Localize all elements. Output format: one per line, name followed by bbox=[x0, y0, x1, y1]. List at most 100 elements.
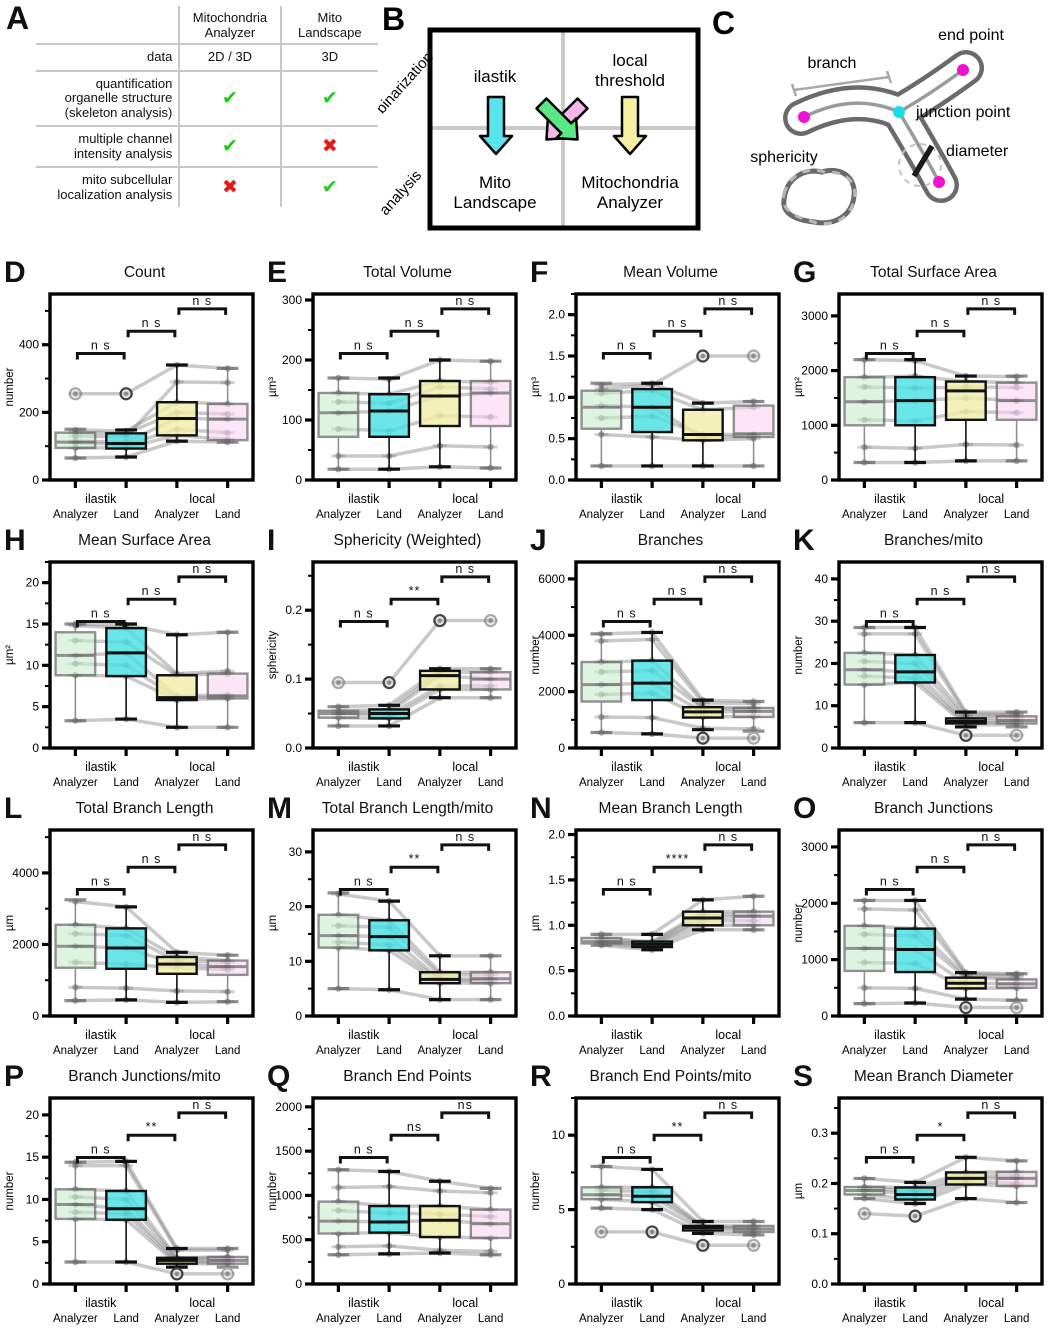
table-row-data: data 2D / 3D 3D bbox=[36, 44, 378, 72]
svg-text:**: ** bbox=[409, 584, 421, 598]
arrow-ilastik-to-analyzer bbox=[535, 97, 579, 141]
svg-text:ilastik: ilastik bbox=[874, 1296, 906, 1310]
row-label: mito subcellular localization analysis bbox=[57, 172, 173, 202]
svg-text:n s: n s bbox=[931, 852, 951, 866]
svg-text:number: number bbox=[4, 1171, 16, 1210]
table-row-channel-intensity: multiple channel intensity analysis ✔ ✖ bbox=[36, 126, 378, 169]
label-junction-point: junction point bbox=[915, 104, 1011, 121]
chart-title: Branch End Points/mito bbox=[589, 1068, 752, 1085]
panel-header: O Branch Junctions bbox=[789, 794, 1052, 824]
svg-text:5: 5 bbox=[32, 700, 39, 714]
svg-text:Land: Land bbox=[113, 509, 139, 521]
svg-text:30: 30 bbox=[815, 614, 829, 628]
panel-h-boxplot: H Mean Surface Area n s n s n s 0 5 10 15 20 ilast… bbox=[0, 526, 263, 794]
svg-text:n s: n s bbox=[981, 1098, 1001, 1112]
svg-text:n s: n s bbox=[718, 830, 738, 844]
panel-letter: E bbox=[267, 256, 288, 289]
svg-text:local: local bbox=[978, 1296, 1004, 1310]
svg-text:Landscape: Landscape bbox=[453, 193, 536, 212]
svg-text:Analyzer: Analyzer bbox=[418, 509, 463, 521]
panel-letter-b: B bbox=[382, 1, 405, 37]
panel-letter: F bbox=[530, 256, 549, 289]
cross-icon: ✖ bbox=[321, 136, 338, 158]
svg-text:n s: n s bbox=[455, 294, 475, 308]
cell-value: 3D bbox=[279, 44, 378, 72]
panel-b-workflow-diagram: B binarization analysis ilastik local th… bbox=[378, 0, 704, 258]
chart-title: Mean Volume bbox=[623, 264, 718, 281]
svg-text:ilastik: ilastik bbox=[348, 760, 380, 774]
panel-header: N Mean Branch Length bbox=[526, 792, 789, 825]
svg-text:local: local bbox=[452, 1028, 478, 1042]
boxplot-canvas: n s ** n s 0 10 20 30 ilastik local Analyzer Land A… bbox=[267, 828, 518, 1057]
check-icon: ✔ bbox=[221, 136, 238, 158]
svg-text:Analyzer: Analyzer bbox=[944, 1045, 989, 1057]
svg-text:µm: µm bbox=[4, 915, 16, 931]
svg-text:Land: Land bbox=[741, 1045, 767, 1057]
svg-text:Analyzer: Analyzer bbox=[681, 1045, 726, 1057]
panel-header: K Branches/mito bbox=[789, 526, 1052, 556]
panel-letter-a: A bbox=[6, 0, 30, 36]
row-label: data bbox=[36, 44, 180, 72]
svg-text:ilastik: ilastik bbox=[611, 492, 643, 506]
svg-text:Analyzer: Analyzer bbox=[53, 1313, 98, 1325]
chart-title: Count bbox=[123, 264, 166, 281]
panel-g-boxplot: G Total Surface Area n s n s n s 0 1000 2000 300… bbox=[789, 258, 1052, 526]
svg-text:Land: Land bbox=[113, 1045, 139, 1057]
panel-letter: N bbox=[530, 792, 552, 825]
svg-text:Analyzer: Analyzer bbox=[944, 1313, 989, 1325]
panel-letter: G bbox=[793, 256, 817, 289]
svg-text:10: 10 bbox=[26, 658, 40, 672]
svg-text:local: local bbox=[452, 492, 478, 506]
panel-l-boxplot: L Total Branch Length n s n s n s 0 2000 4000 il… bbox=[0, 794, 263, 1062]
panel-s-boxplot: S Mean Branch Diameter n s * n s 0.0 0.1 0.2 0.3… bbox=[789, 1062, 1052, 1330]
cell-ilastik: ilastik bbox=[474, 67, 517, 86]
svg-text:ilastik: ilastik bbox=[85, 1296, 117, 1310]
panel-header: D Count bbox=[0, 258, 263, 288]
chart-title: Total Branch Length bbox=[75, 800, 214, 817]
svg-text:2000: 2000 bbox=[275, 1100, 302, 1114]
svg-text:Land: Land bbox=[1004, 1313, 1030, 1325]
svg-text:0.3: 0.3 bbox=[811, 1126, 828, 1140]
svg-text:Analyzer: Analyzer bbox=[155, 777, 200, 789]
svg-text:15: 15 bbox=[26, 1150, 40, 1164]
svg-text:Analyzer: Analyzer bbox=[579, 509, 624, 521]
label-branch: branch bbox=[808, 55, 857, 72]
boxplot-canvas: n s ** n s 0 5 10 15 20 ilastik local Analyzer Land… bbox=[4, 1096, 255, 1325]
panel-o-boxplot: O Branch Junctions n s n s n s 0 1000 2000 3000 i… bbox=[789, 794, 1052, 1062]
panel-j-boxplot: J Branches n s n s n s 0 2000 4000 6000 ilastik lo… bbox=[526, 526, 789, 794]
svg-text:µm³: µm³ bbox=[530, 377, 542, 397]
table-header-row: Mitochondria Analyzer Mito Landscape bbox=[36, 6, 378, 46]
svg-text:Analyzer: Analyzer bbox=[155, 509, 200, 521]
panel-letter: M bbox=[267, 792, 292, 825]
svg-text:Land: Land bbox=[902, 509, 928, 521]
svg-text:µm: µm bbox=[793, 1183, 805, 1199]
svg-text:0: 0 bbox=[32, 741, 39, 755]
end-point-dot bbox=[933, 176, 945, 188]
svg-text:Land: Land bbox=[215, 509, 241, 521]
svg-text:n s: n s bbox=[354, 875, 374, 889]
chart-title: Branches/mito bbox=[883, 532, 984, 549]
chart-title: Total Volume bbox=[363, 264, 452, 281]
panel-letter: H bbox=[4, 524, 26, 557]
boxplot-canvas: n s n s n s 0 1000 2000 3000 ilastik local Analyz… bbox=[793, 292, 1044, 521]
svg-text:0: 0 bbox=[32, 473, 39, 487]
boxplot-canvas: n s **** n s 0.0 0.5 1.0 1.5 2.0 ilastik local Ana… bbox=[530, 828, 781, 1057]
svg-text:2.0: 2.0 bbox=[548, 308, 565, 322]
svg-text:Analyzer: Analyzer bbox=[155, 1045, 200, 1057]
svg-text:ns: ns bbox=[407, 1120, 422, 1134]
panel-d-boxplot: D Count n s n s n s 0 200 400 ilastik local Analyz… bbox=[0, 258, 263, 526]
svg-text:n s: n s bbox=[192, 830, 212, 844]
svg-text:ns: ns bbox=[458, 1098, 473, 1112]
svg-text:Analyzer: Analyzer bbox=[842, 777, 887, 789]
svg-text:500: 500 bbox=[282, 1233, 302, 1247]
svg-text:1.0: 1.0 bbox=[548, 918, 565, 932]
svg-text:0: 0 bbox=[32, 1277, 39, 1291]
chart-title: Mean Branch Length bbox=[598, 800, 743, 817]
svg-text:5: 5 bbox=[32, 1235, 39, 1249]
table-row-subcellular-localization: mito subcellular localization analysis ✖… bbox=[36, 167, 378, 208]
svg-text:n s: n s bbox=[142, 584, 162, 598]
svg-text:Land: Land bbox=[113, 1313, 139, 1325]
panel-a-comparison-table: A Mitochondria Analyzer Mito Landscape d… bbox=[0, 0, 378, 258]
svg-text:n s: n s bbox=[880, 1143, 900, 1157]
